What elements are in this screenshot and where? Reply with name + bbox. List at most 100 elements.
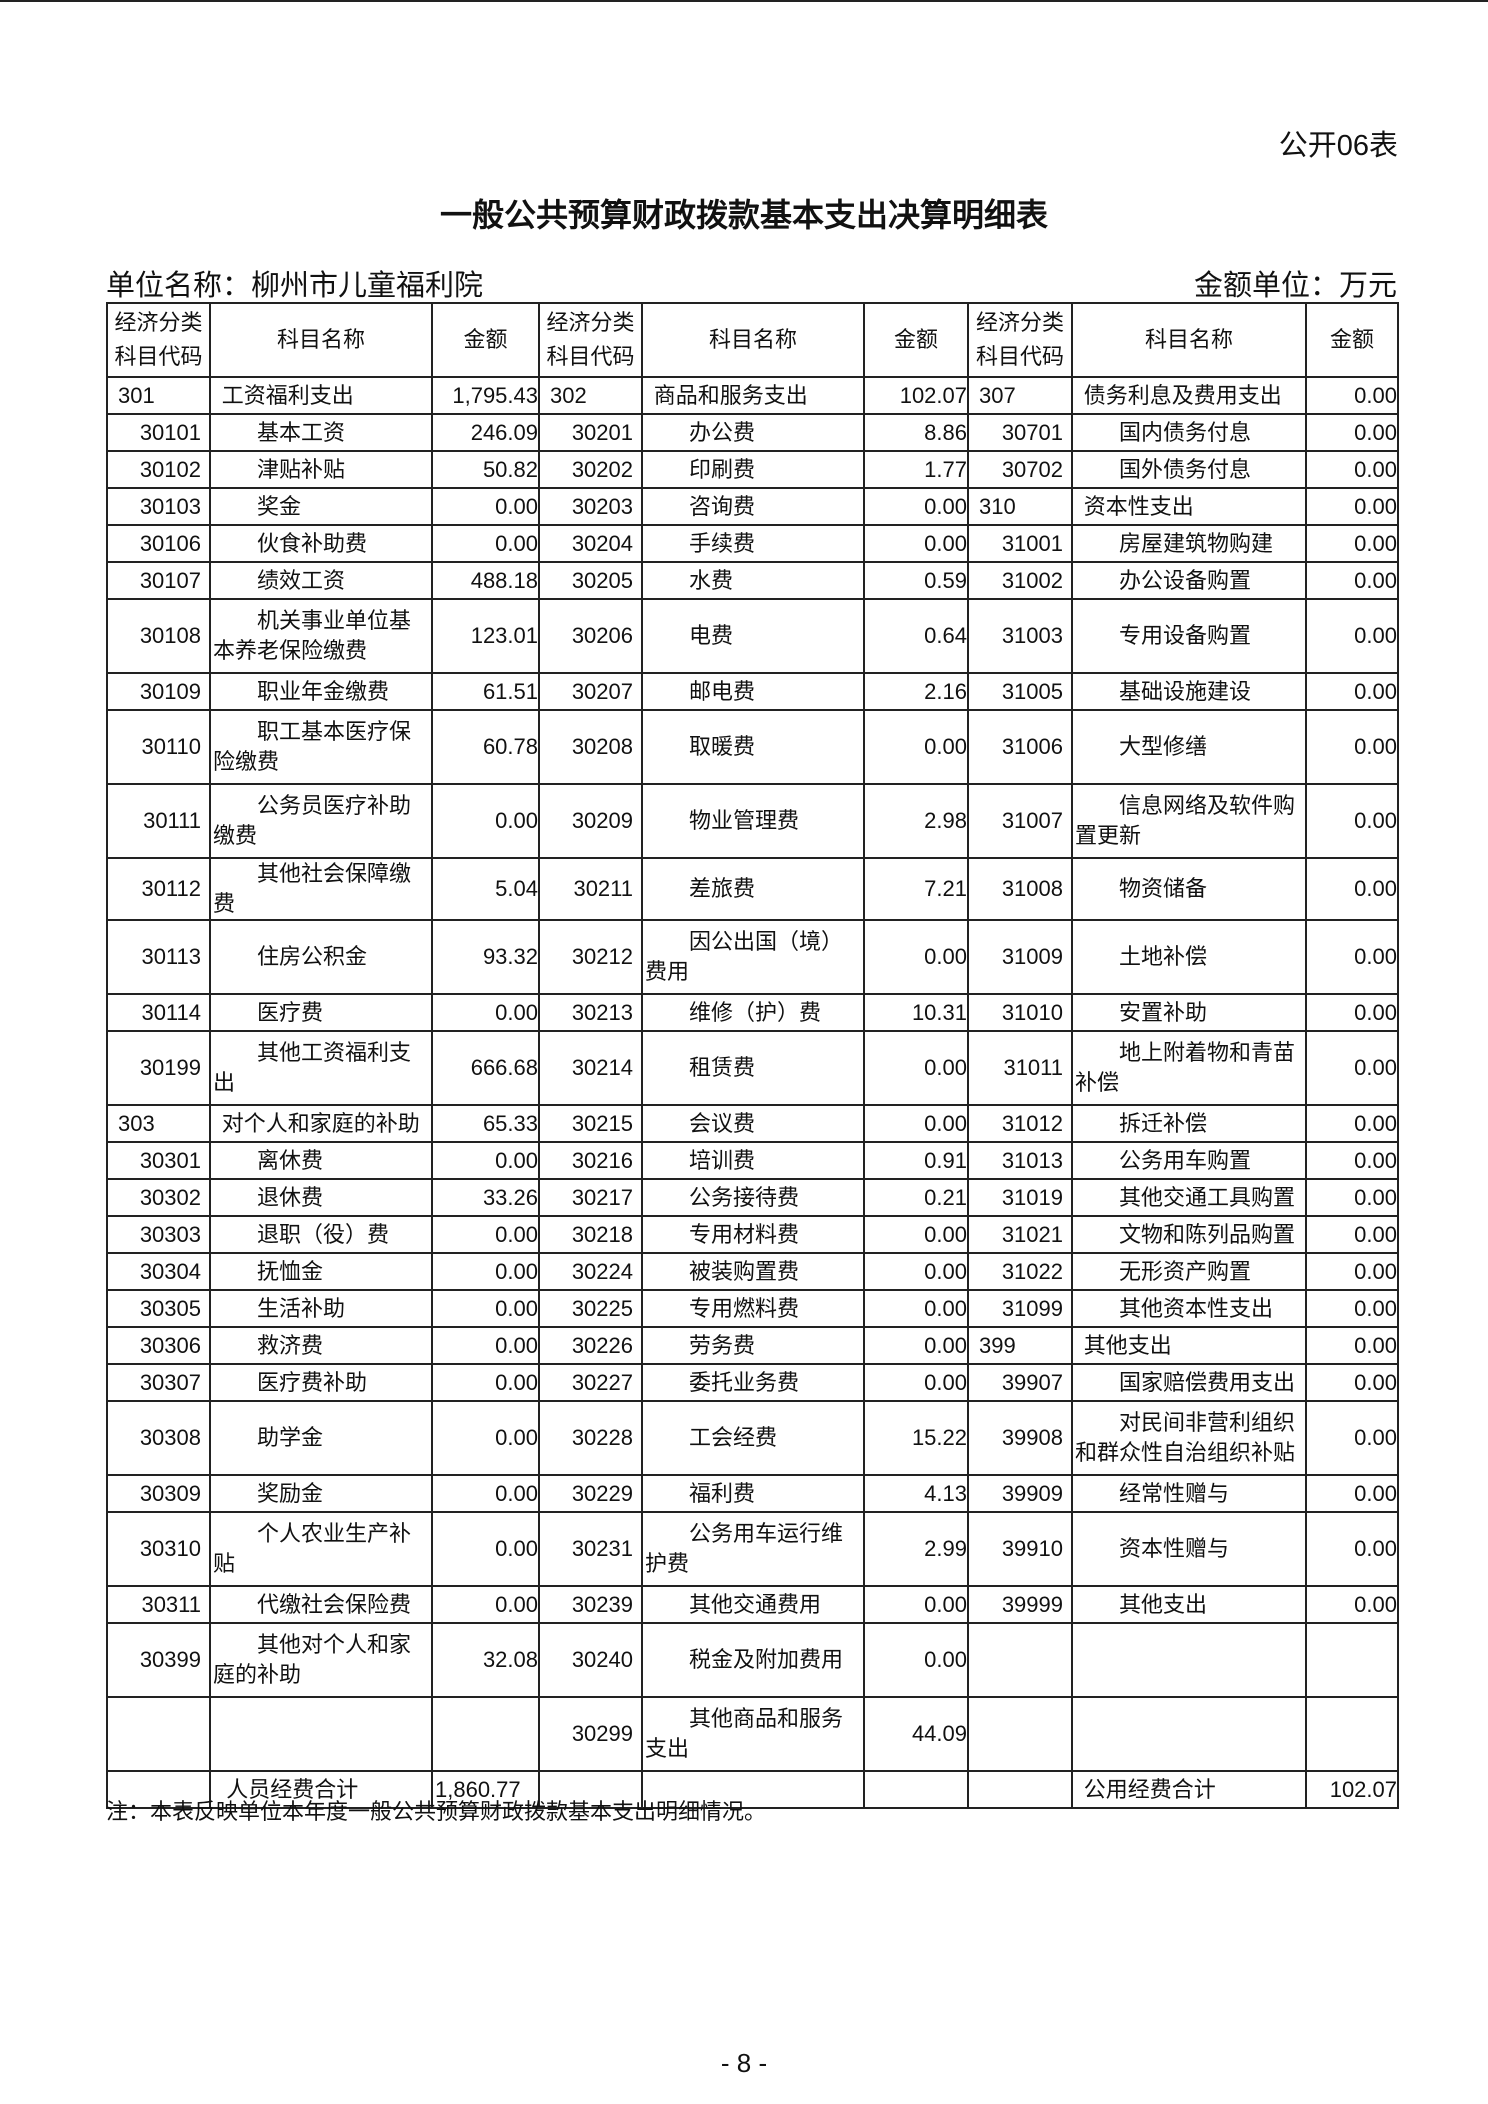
cell-name: 离休费 <box>209 1141 433 1180</box>
cell-amount: 0.00 <box>1305 450 1399 489</box>
header-code: 经济分类科目代码 <box>538 302 643 378</box>
table-row: 30102 津贴补贴 50.82 30202 印刷费 1.77 30702 国外债务付息 0.0… <box>106 450 1399 489</box>
cell-amount: 65.33 <box>431 1104 540 1143</box>
header-amount: 金额 <box>1305 302 1399 378</box>
cell-name: 奖励金 <box>209 1474 433 1513</box>
money-unit: 金额单位：万元 <box>1193 270 1397 302</box>
cell-amount: 0.00 <box>863 487 969 526</box>
cell-amount: 0.00 <box>863 709 969 785</box>
cell-name: 专用材料费 <box>641 1215 865 1254</box>
cell-name: 工资福利支出 <box>209 376 433 415</box>
cell-name: 其他交通费用 <box>641 1585 865 1624</box>
table-row: 30310 个人农业生产补贴 0.00 30231 公务用车运行维护费 2.99 39910… <box>106 1511 1399 1587</box>
table-row: 30305 生活补助 0.00 30225 专用燃料费 0.00 31099 其他资本性支出 0… <box>106 1289 1399 1328</box>
table-row: 30399 其他对个人和家庭的补助 32.08 30240 税金及附加费用 0.00 <box>106 1622 1399 1698</box>
cell-code: 31013 <box>967 1141 1073 1180</box>
cell-code: 30207 <box>538 672 643 711</box>
cell-amount: 1.77 <box>863 450 969 489</box>
cell-code: 30307 <box>106 1363 211 1402</box>
cell-code: 30103 <box>106 487 211 526</box>
cell-name: 培训费 <box>641 1141 865 1180</box>
table-row: 30308 助学金 0.00 30228 工会经费 15.22 39908 对民间非营利组织和… <box>106 1400 1399 1476</box>
cell-name: 工会经费 <box>641 1400 865 1476</box>
cell-code: 31009 <box>967 919 1073 995</box>
cell-code: 30205 <box>538 561 643 600</box>
cell-amount: 0.00 <box>1305 376 1399 415</box>
cell-amount: 0.00 <box>431 487 540 526</box>
cell-amount: 0.00 <box>1305 993 1399 1032</box>
cell-amount: 2.98 <box>863 783 969 859</box>
unit-name: 单位名称：柳州市儿童福利院 <box>106 270 484 302</box>
cell-code: 30106 <box>106 524 211 563</box>
header-name: 科目名称 <box>209 302 433 378</box>
cell-name: 其他商品和服务支出 <box>641 1696 865 1772</box>
empty-cell <box>641 1770 865 1809</box>
cell-name: 其他资本性支出 <box>1071 1289 1307 1328</box>
cell-amount: 0.00 <box>863 1363 969 1402</box>
cell-code: 39909 <box>967 1474 1073 1513</box>
cell-name: 奖金 <box>209 487 433 526</box>
cell-amount: 0.00 <box>431 1326 540 1365</box>
cell-code: 30206 <box>538 598 643 674</box>
table-row: 30309 奖励金 0.00 30229 福利费 4.13 39909 经常性赠与 0.00 <box>106 1474 1399 1513</box>
table-row: 30306 救济费 0.00 30226 劳务费 0.00 399 其他支出 0.00 <box>106 1326 1399 1365</box>
cell-name: 房屋建筑物购建 <box>1071 524 1307 563</box>
cell-code: 30229 <box>538 1474 643 1513</box>
cell-name: 公务用车购置 <box>1071 1141 1307 1180</box>
cell-name: 救济费 <box>209 1326 433 1365</box>
cell-name: 经常性赠与 <box>1071 1474 1307 1513</box>
cell-code: 31006 <box>967 709 1073 785</box>
cell-code: 30231 <box>538 1511 643 1587</box>
cell-name: 住房公积金 <box>209 919 433 995</box>
table-row: 30109 职业年金缴费 61.51 30207 邮电费 2.16 31005 基础设施建设 0… <box>106 672 1399 711</box>
cell-code: 30299 <box>538 1696 643 1772</box>
cell-name: 资本性支出 <box>1071 487 1307 526</box>
cell-amount: 15.22 <box>863 1400 969 1476</box>
cell-amount: 0.00 <box>431 1252 540 1291</box>
cell-amount: 0.00 <box>431 1363 540 1402</box>
cell-code: 30110 <box>106 709 211 785</box>
cell-name: 其他支出 <box>1071 1585 1307 1624</box>
cell-name: 无形资产购置 <box>1071 1252 1307 1291</box>
cell-name: 维修（护）费 <box>641 993 865 1032</box>
cell-code: 30214 <box>538 1030 643 1106</box>
cell-amount: 0.59 <box>863 561 969 600</box>
empty-cell <box>209 1696 433 1772</box>
cell-amount: 0.00 <box>863 1030 969 1106</box>
cell-code: 30306 <box>106 1326 211 1365</box>
cell-name: 其他社会保障缴费 <box>209 857 433 921</box>
cell-name: 资本性赠与 <box>1071 1511 1307 1587</box>
cell-name: 取暖费 <box>641 709 865 785</box>
cell-amount: 8.86 <box>863 413 969 452</box>
header-amount: 金额 <box>863 302 969 378</box>
cell-name: 抚恤金 <box>209 1252 433 1291</box>
cell-code: 30202 <box>538 450 643 489</box>
page-border <box>0 0 1488 2</box>
cell-code: 30208 <box>538 709 643 785</box>
cell-amount: 0.00 <box>863 524 969 563</box>
cell-code: 31002 <box>967 561 1073 600</box>
cell-name: 助学金 <box>209 1400 433 1476</box>
cell-code: 302 <box>538 376 643 415</box>
cell-name: 国外债务付息 <box>1071 450 1307 489</box>
cell-code: 31021 <box>967 1215 1073 1254</box>
cell-code: 30112 <box>106 857 211 921</box>
cell-amount: 0.00 <box>863 1326 969 1365</box>
table-row: 30311 代缴社会保险费 0.00 30239 其他交通费用 0.00 39999 其他支出… <box>106 1585 1399 1624</box>
cell-name: 电费 <box>641 598 865 674</box>
table-header-row: 经济分类科目代码 科目名称 金额 经济分类科目代码 科目名称 金额 经济分类科目… <box>106 302 1399 378</box>
cell-amount: 0.00 <box>431 1215 540 1254</box>
cell-name: 个人农业生产补贴 <box>209 1511 433 1587</box>
cell-amount: 0.00 <box>1305 561 1399 600</box>
cell-name: 对民间非营利组织和群众性自治组织补贴 <box>1071 1400 1307 1476</box>
cell-code: 30701 <box>967 413 1073 452</box>
table-row: 30299 其他商品和服务支出 44.09 <box>106 1696 1399 1772</box>
cell-amount: 0.00 <box>1305 1363 1399 1402</box>
cell-name: 对个人和家庭的补助 <box>209 1104 433 1143</box>
cell-code: 39908 <box>967 1400 1073 1476</box>
cell-code: 30109 <box>106 672 211 711</box>
cell-amount: 0.00 <box>863 1585 969 1624</box>
empty-cell <box>106 1696 211 1772</box>
cell-code: 31099 <box>967 1289 1073 1328</box>
empty-cell <box>967 1622 1073 1698</box>
